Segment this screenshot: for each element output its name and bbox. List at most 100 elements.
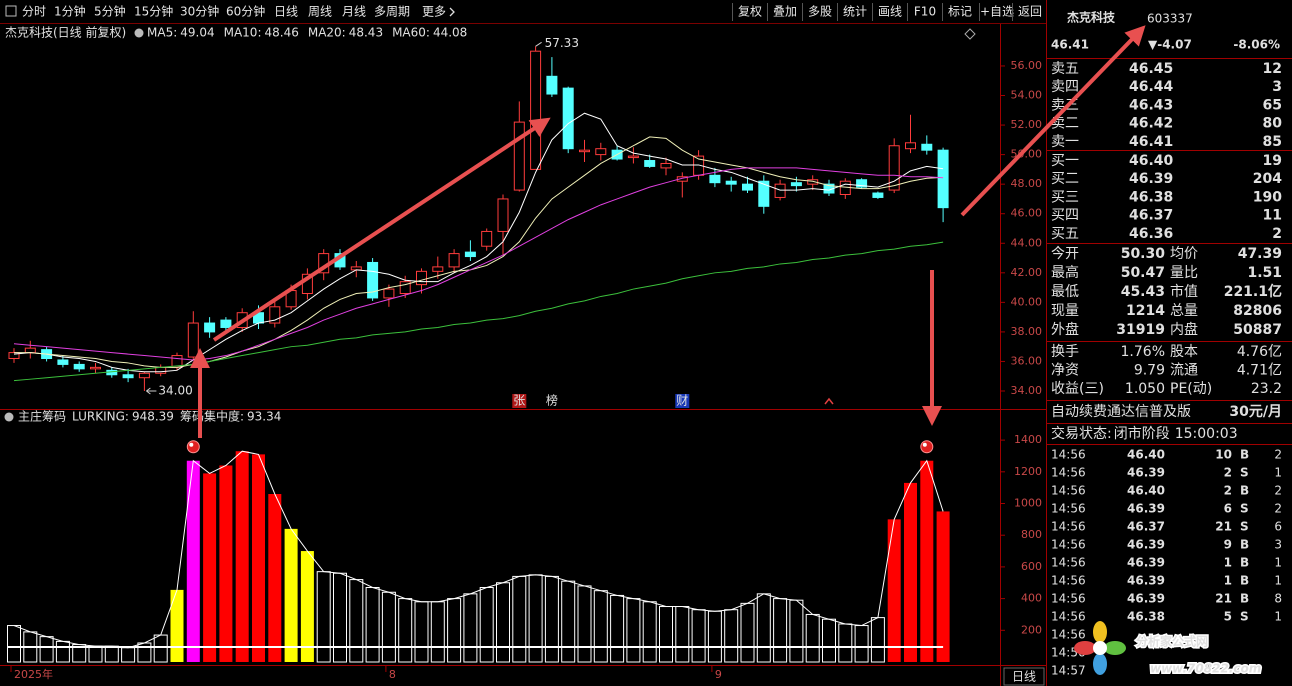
logo-petal: [1093, 621, 1107, 643]
tick-side: B: [1240, 574, 1249, 588]
y-tick-label: 38.00: [1011, 325, 1043, 338]
period-button[interactable]: 15分钟: [134, 4, 173, 19]
period-button[interactable]: 周线: [308, 5, 332, 19]
indicator-toggle[interactable]: [4, 412, 14, 422]
indicator-curve: [13, 450, 944, 649]
indicator-bar: [724, 609, 739, 663]
diamond-icon[interactable]: [964, 28, 976, 40]
tool-button[interactable]: 返回: [1018, 5, 1042, 19]
tick-side: B: [1240, 556, 1249, 570]
indicator-bar: [675, 606, 690, 663]
logo-petal: [1074, 641, 1096, 655]
event-label[interactable]: 张: [513, 394, 525, 408]
tool-button[interactable]: F10: [914, 5, 936, 19]
indicator-bar: [104, 645, 119, 663]
candle-body: [807, 179, 819, 185]
event-label[interactable]: 榜: [546, 393, 558, 408]
period-button[interactable]: 日线: [1012, 670, 1036, 684]
period-button[interactable]: 月线: [342, 5, 366, 19]
status-time: 15:00:03: [1175, 426, 1238, 442]
event-label[interactable]: 财: [676, 394, 688, 408]
tick-time: 14:56: [1051, 448, 1086, 462]
indicator-bar: [55, 640, 70, 663]
y-tick-label: 400: [1021, 592, 1042, 605]
order-price: 46.43: [1129, 97, 1173, 113]
indicator-readout-value: 948.39: [132, 410, 174, 424]
status-value: 闭市阶段: [1114, 425, 1170, 442]
tool-button[interactable]: 多股: [808, 5, 832, 19]
period-button-frame[interactable]: [1003, 667, 1045, 686]
tick-volume: 6: [1224, 502, 1232, 516]
tool-button[interactable]: 统计: [843, 5, 867, 19]
stock-name: 杰克科技: [1067, 10, 1116, 25]
indicator-bar: [610, 594, 625, 663]
ma-line: [13, 241, 944, 382]
logo-center: [1093, 641, 1107, 655]
more-chevron[interactable]: [449, 7, 455, 17]
y-tick-label: 46.00: [1011, 207, 1043, 220]
y-tick-label: 600: [1021, 560, 1042, 573]
signal-marker: [920, 440, 934, 454]
chart-title: 杰克科技(日线 前复权): [5, 25, 126, 40]
y-tick-label: 800: [1021, 528, 1042, 541]
stat-value: 47.39: [1238, 246, 1282, 262]
order-price: 46.41: [1129, 134, 1173, 150]
indicator-bar: [333, 572, 347, 663]
candle-body: [660, 162, 672, 169]
order-price: 46.44: [1129, 79, 1174, 95]
period-button[interactable]: 日线: [274, 5, 298, 19]
tool-button[interactable]: 复权: [738, 5, 762, 19]
tool-button[interactable]: 叠加: [773, 5, 797, 19]
ma-line: [13, 112, 944, 373]
period-button[interactable]: 分时: [22, 5, 46, 19]
fund-value: 4.71亿: [1237, 363, 1282, 379]
arrow: [960, 25, 1146, 217]
tick-time: 14:56: [1051, 592, 1086, 606]
order-price: 46.40: [1129, 153, 1174, 169]
tool-button[interactable]: 画线: [878, 5, 902, 19]
ma-legend-label: MA5:: [147, 26, 177, 40]
fund-value: 1.76%: [1121, 344, 1165, 360]
indicator-bar: [88, 645, 103, 663]
indicator-bar: [544, 575, 559, 663]
tick-volume: 1: [1224, 574, 1232, 588]
stat-value: 50.30: [1121, 246, 1166, 262]
y-tick-label: 52.00: [1011, 118, 1043, 131]
ma-toggle[interactable]: [134, 28, 144, 38]
order-level: 买四: [1051, 208, 1079, 224]
candle-body: [888, 145, 900, 191]
promo-text[interactable]: 自动续费通达信普及版: [1051, 403, 1191, 420]
indicator-bar: [316, 571, 331, 663]
y-tick-label: 34.00: [1011, 384, 1043, 397]
candle-body: [448, 253, 460, 268]
order-price: 46.42: [1129, 116, 1173, 132]
fund-label: 收益(三): [1051, 381, 1104, 397]
more-button[interactable]: 更多: [422, 5, 446, 19]
indicator-bar: [235, 451, 249, 662]
logo-petal: [1104, 641, 1126, 655]
period-button[interactable]: 1分钟: [54, 4, 86, 19]
order-volume: 65: [1263, 97, 1282, 113]
period-button[interactable]: 60分钟: [226, 4, 265, 19]
promo-price[interactable]: 30元/月: [1229, 404, 1282, 420]
stat-label: 量比: [1170, 265, 1198, 281]
tick-time: 14:56: [1051, 502, 1086, 516]
tick-time: 14:56: [1051, 628, 1086, 642]
tick-price: 46.39: [1127, 592, 1165, 606]
candle-body: [24, 347, 36, 354]
tool-button[interactable]: +自选: [980, 5, 1014, 19]
logo-petal: [1093, 653, 1107, 675]
signal-highlight: [922, 442, 927, 447]
indicator-bar: [936, 511, 950, 662]
order-price: 46.38: [1129, 189, 1173, 205]
fund-label: 换手: [1051, 343, 1079, 360]
candle-body: [513, 121, 525, 191]
menu-icon[interactable]: [5, 5, 17, 17]
indicator-readout-value: 93.34: [247, 410, 281, 424]
period-button[interactable]: 多周期: [374, 5, 410, 19]
period-button[interactable]: 5分钟: [94, 4, 126, 19]
ma-legend-label: MA10:: [224, 26, 262, 40]
tool-button[interactable]: 标记: [948, 5, 972, 19]
period-button[interactable]: 30分钟: [180, 4, 219, 19]
indicator-bar: [203, 473, 217, 662]
